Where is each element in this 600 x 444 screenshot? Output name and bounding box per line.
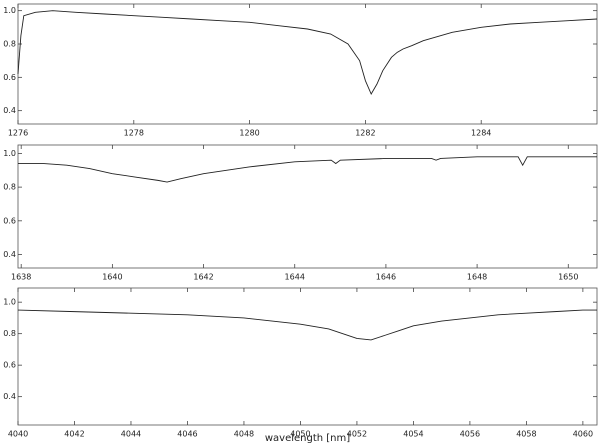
x-tick-label: 1642 xyxy=(193,273,213,282)
x-tick-label: 4060 xyxy=(573,430,593,439)
x-tick-label: 4040 xyxy=(8,430,28,439)
spectrum-line xyxy=(17,10,598,95)
x-tick-label: 4058 xyxy=(516,430,536,439)
x-tick-label: 1638 xyxy=(11,273,31,282)
y-tick-label: 0.8 xyxy=(3,40,16,49)
x-tick-label: 1648 xyxy=(467,273,487,282)
spectrum-line xyxy=(17,309,597,341)
y-tick-label: 0.8 xyxy=(3,329,16,338)
x-tick-label: 4050 xyxy=(290,430,310,439)
x-tick-label: 1284 xyxy=(471,129,491,138)
y-tick-label: 1.0 xyxy=(3,149,16,158)
x-tick-label: 1276 xyxy=(8,129,28,138)
y-tick-label: 0.6 xyxy=(3,216,16,225)
y-tick-label: 1.0 xyxy=(3,6,16,15)
y-tick-label: 0.8 xyxy=(3,183,16,192)
x-tick-label: 1646 xyxy=(376,273,396,282)
x-tick-label: 4044 xyxy=(121,430,141,439)
x-tick-label: 1644 xyxy=(285,273,305,282)
y-tick-label: 0.6 xyxy=(3,73,16,82)
x-tick-label: 4052 xyxy=(347,430,367,439)
y-tick-label: 0.4 xyxy=(3,392,16,401)
x-tick-label: 4056 xyxy=(460,430,480,439)
x-tick-label: 4054 xyxy=(403,430,423,439)
x-tick-label: 4042 xyxy=(64,430,84,439)
y-tick-label: 0.4 xyxy=(3,250,16,259)
spectrum-line xyxy=(18,156,597,183)
y-tick-label: 0.4 xyxy=(3,106,16,115)
y-tick-label: 0.6 xyxy=(3,361,16,370)
x-tick-label: 1650 xyxy=(558,273,578,282)
x-tick-label: 4046 xyxy=(177,430,197,439)
x-axis-label: wavelength [nm] xyxy=(265,433,350,444)
x-tick-label: 1280 xyxy=(239,129,259,138)
plot-frame xyxy=(17,144,598,269)
x-tick-label: 4048 xyxy=(234,430,254,439)
plot-frame xyxy=(17,3,598,125)
x-tick-label: 1282 xyxy=(355,129,375,138)
y-tick-label: 1.0 xyxy=(3,298,16,307)
x-tick-label: 1640 xyxy=(102,273,122,282)
x-tick-label: 1278 xyxy=(124,129,144,138)
plot-frame xyxy=(17,287,598,426)
